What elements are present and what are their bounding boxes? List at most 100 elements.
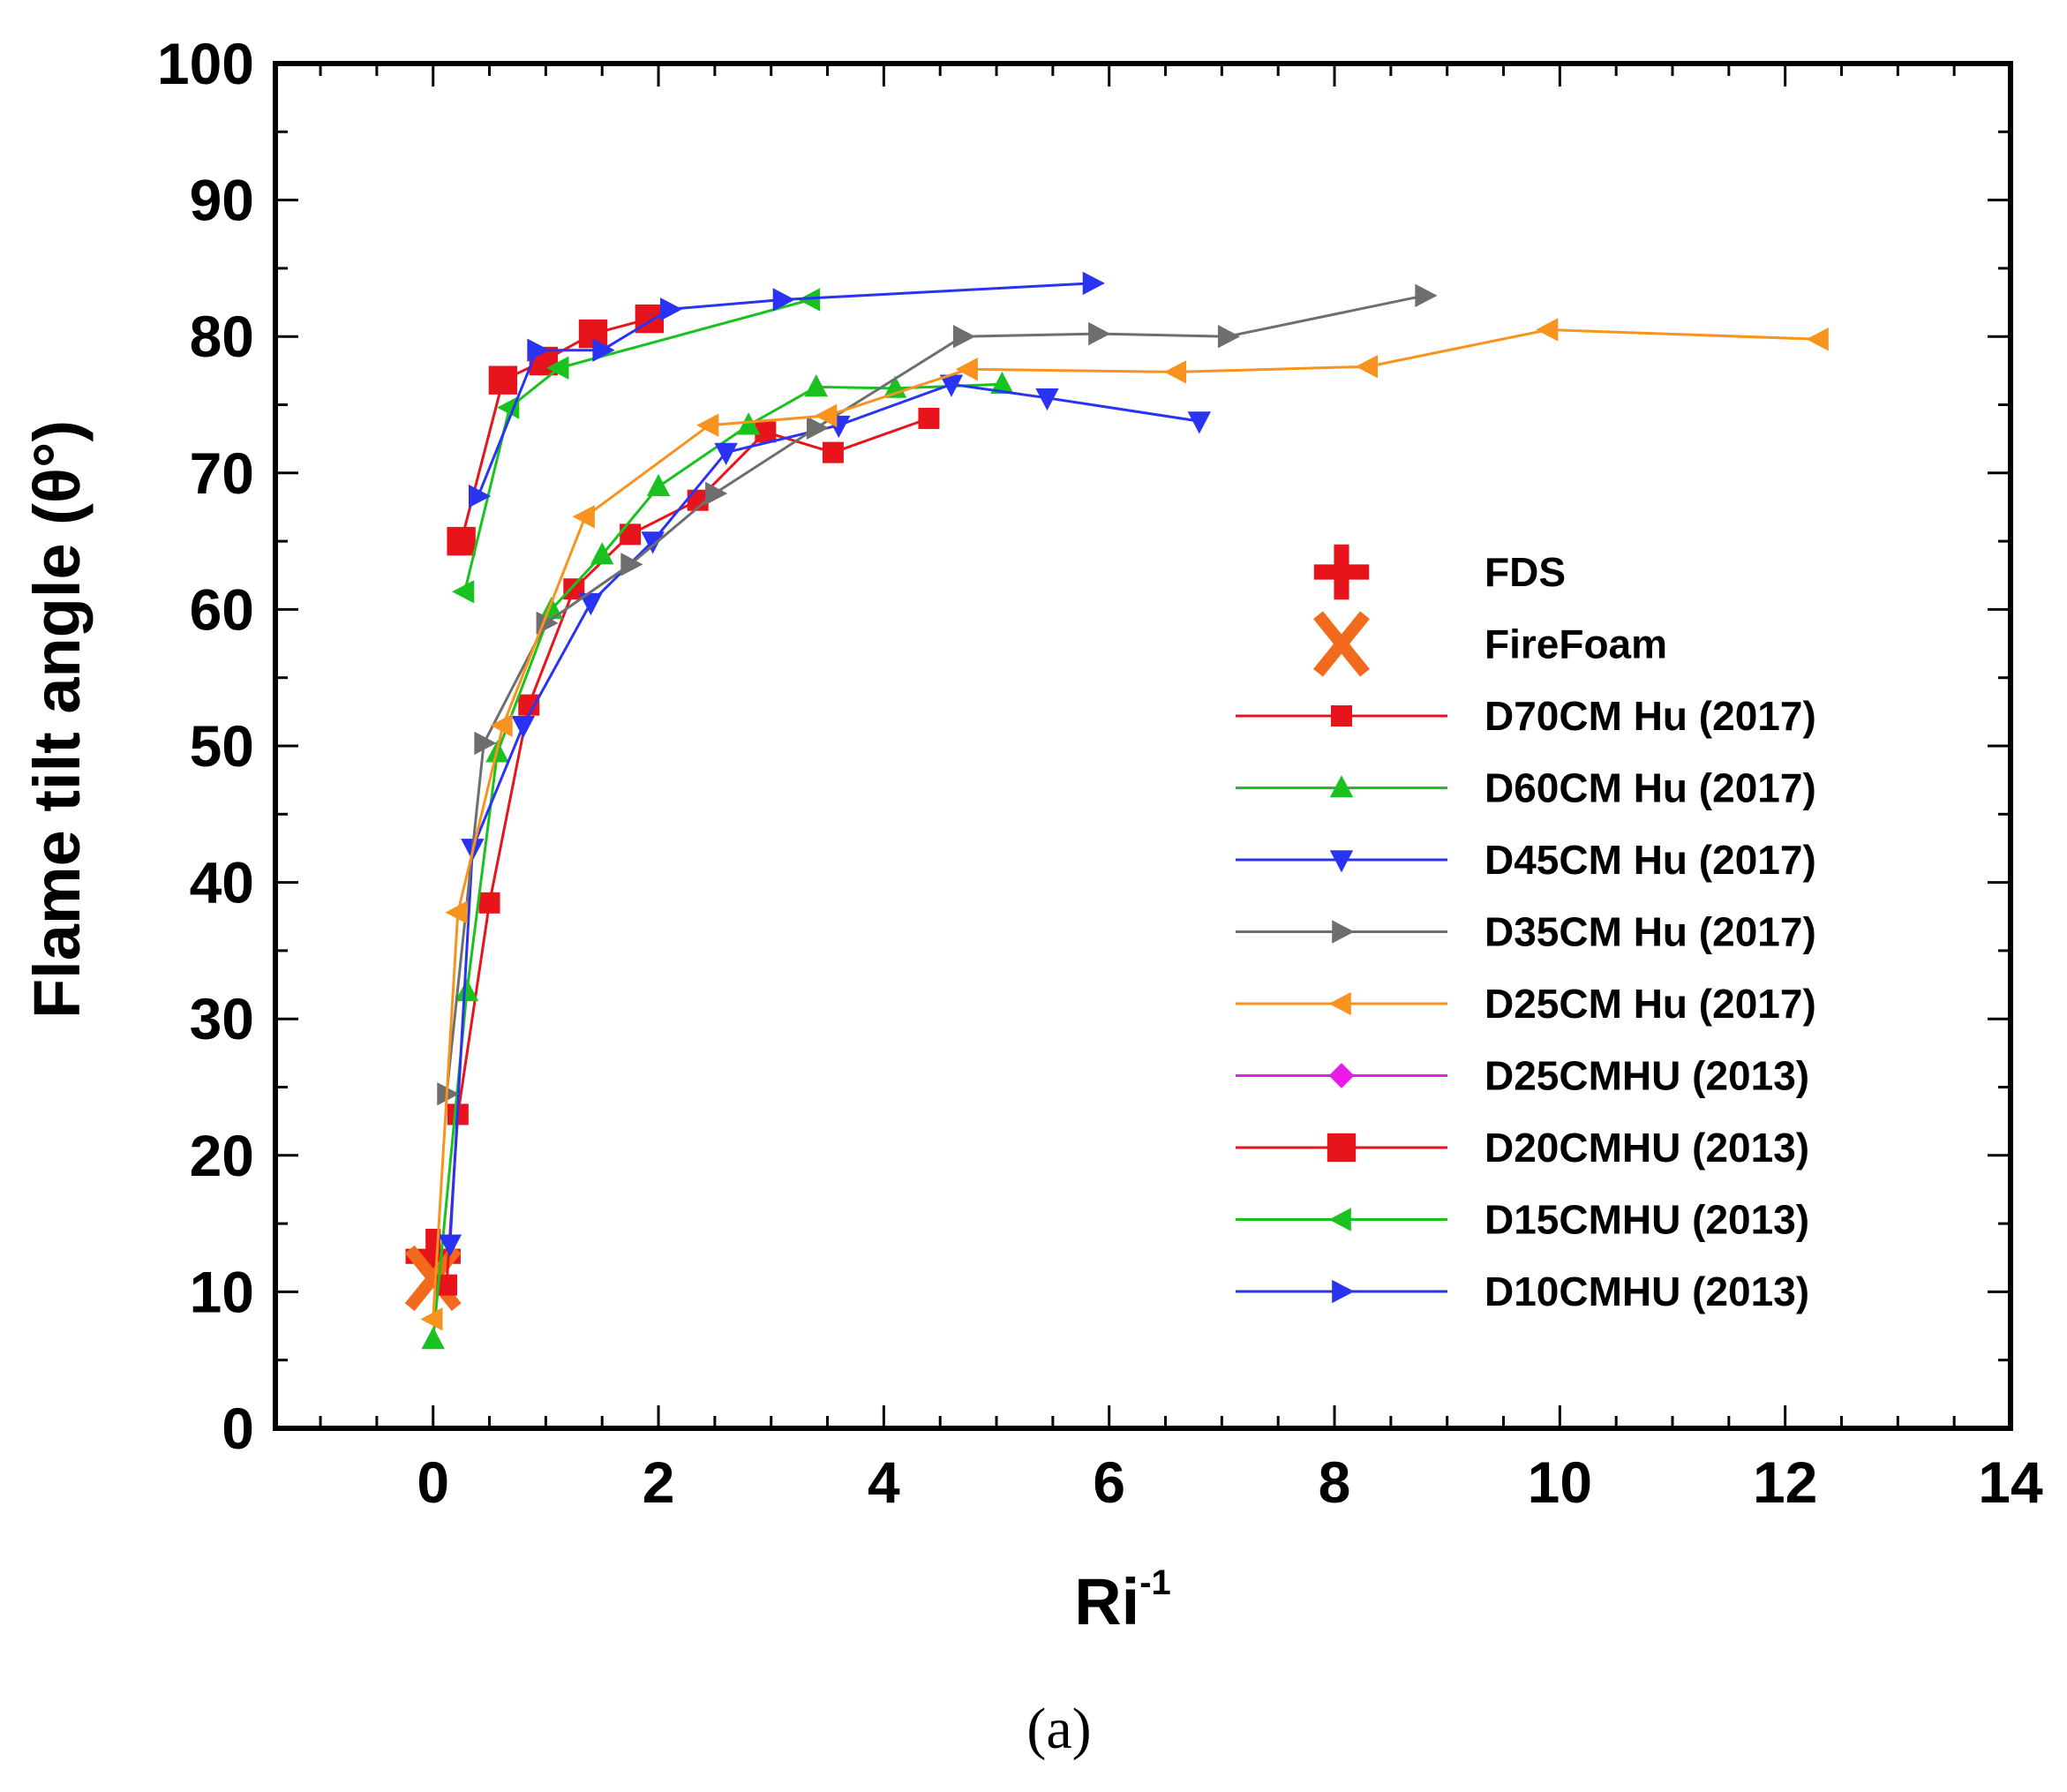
x-axis-title-main: Ri xyxy=(1074,1565,1139,1638)
data-point xyxy=(772,288,795,312)
legend-marker xyxy=(1329,775,1354,798)
legend-entry: D20CMHU (2013) xyxy=(1236,1125,1809,1171)
series-2 xyxy=(436,407,940,1296)
legend-marker xyxy=(1328,1063,1355,1088)
data-point xyxy=(421,1327,445,1350)
legend-label: D70CM Hu (2017) xyxy=(1484,693,1816,739)
data-point xyxy=(445,900,468,924)
data-point xyxy=(797,288,821,312)
data-point xyxy=(990,371,1014,395)
legend: FDS FireFoam D70CM Hu (2017) D60CM Hu (2017… xyxy=(1236,544,1816,1314)
legend-label: D35CM Hu (2017) xyxy=(1484,909,1816,955)
legend-label: D15CMHU (2013) xyxy=(1484,1197,1809,1243)
figure-caption: (a) xyxy=(1026,1697,1091,1761)
data-point xyxy=(918,407,940,429)
series-line xyxy=(448,382,1200,1245)
data-point xyxy=(1163,360,1187,384)
data-point xyxy=(527,338,550,362)
data-point xyxy=(474,731,497,756)
y-tick-label: 0 xyxy=(222,1396,254,1461)
x-tick-label: 8 xyxy=(1319,1449,1351,1515)
x-axis-title-superscript: -1 xyxy=(1139,1563,1171,1602)
data-point xyxy=(620,523,642,546)
y-tick-label: 60 xyxy=(190,576,254,642)
legend-label: FDS xyxy=(1484,549,1566,595)
legend-marker xyxy=(1328,991,1351,1016)
legend-label: D25CMHU (2013) xyxy=(1484,1053,1809,1099)
x-tick-label: 12 xyxy=(1753,1449,1817,1515)
data-point xyxy=(620,553,643,576)
data-point xyxy=(518,694,540,716)
data-point xyxy=(511,716,536,739)
series-10 xyxy=(468,271,1105,508)
x-tick-label: 0 xyxy=(417,1449,449,1515)
legend-entry: D70CM Hu (2017) xyxy=(1236,693,1816,739)
legend-marker xyxy=(1328,1208,1351,1231)
data-point xyxy=(822,441,844,463)
legend-label: D20CMHU (2013) xyxy=(1484,1125,1809,1171)
series-4 xyxy=(438,374,1212,1257)
x-tick-label: 10 xyxy=(1528,1449,1592,1515)
series-6 xyxy=(420,318,1829,1331)
data-point xyxy=(815,403,838,428)
legend-entry: FireFoam xyxy=(1313,611,1667,677)
series-line xyxy=(432,328,1820,1320)
x-tick-label: 4 xyxy=(868,1449,900,1515)
legend-entry: D25CMHU (2013) xyxy=(1236,1053,1809,1099)
series-line xyxy=(463,298,811,592)
series-line xyxy=(445,417,929,1285)
data-point xyxy=(714,442,738,466)
data-point xyxy=(592,338,615,362)
y-axis-title: Flame tilt angle (θ°) xyxy=(20,420,94,1019)
data-point xyxy=(572,505,595,529)
data-point xyxy=(579,592,603,616)
legend-label: D60CM Hu (2017) xyxy=(1484,765,1816,811)
data-point xyxy=(468,484,492,508)
legend-entry: D60CM Hu (2017) xyxy=(1236,765,1816,811)
data-point xyxy=(420,1307,443,1331)
data-point xyxy=(952,325,976,349)
x-tick-label: 2 xyxy=(643,1449,675,1515)
y-tick-label: 90 xyxy=(190,168,254,233)
legend-marker xyxy=(1332,920,1355,944)
data-point xyxy=(1355,355,1379,379)
legend-marker xyxy=(1331,705,1352,727)
data-point xyxy=(490,713,513,738)
data-point xyxy=(590,542,614,565)
data-point xyxy=(955,358,978,381)
legend-entry: D10CMHU (2013) xyxy=(1236,1269,1809,1314)
legend-marker xyxy=(1313,611,1370,677)
data-point xyxy=(660,297,683,321)
legend-entry: D45CM Hu (2017) xyxy=(1236,837,1816,883)
series-line xyxy=(477,282,1093,497)
data-point xyxy=(1035,388,1059,411)
series-line xyxy=(432,382,1003,1340)
legend-label: D10CMHU (2013) xyxy=(1484,1269,1809,1314)
legend-label: D45CM Hu (2017) xyxy=(1484,837,1816,883)
data-point xyxy=(405,1229,461,1284)
data-point xyxy=(438,1234,462,1257)
series-0 xyxy=(405,1229,461,1284)
data-point xyxy=(546,356,569,380)
y-tick-label: 40 xyxy=(190,850,254,915)
data-point xyxy=(452,580,475,604)
series-line xyxy=(445,294,1425,1095)
y-tick-label: 50 xyxy=(190,713,254,779)
data-point xyxy=(1187,411,1212,434)
legend-entry: FDS xyxy=(1313,544,1566,600)
data-point xyxy=(705,481,728,506)
y-tick-label: 30 xyxy=(190,986,254,1051)
y-tick-label: 10 xyxy=(190,1259,254,1324)
data-point xyxy=(1082,271,1105,296)
data-point xyxy=(1088,321,1111,346)
data-point xyxy=(447,526,476,556)
legend-entry: D35CM Hu (2017) xyxy=(1236,909,1816,955)
data-point xyxy=(804,374,828,397)
x-axis-title: Ri-1 xyxy=(1074,1563,1171,1638)
y-tick-label: 20 xyxy=(190,1123,254,1188)
data-point xyxy=(1806,328,1829,351)
data-point xyxy=(1217,325,1241,349)
legend-marker xyxy=(1327,1133,1357,1163)
plot-area xyxy=(404,271,1829,1350)
